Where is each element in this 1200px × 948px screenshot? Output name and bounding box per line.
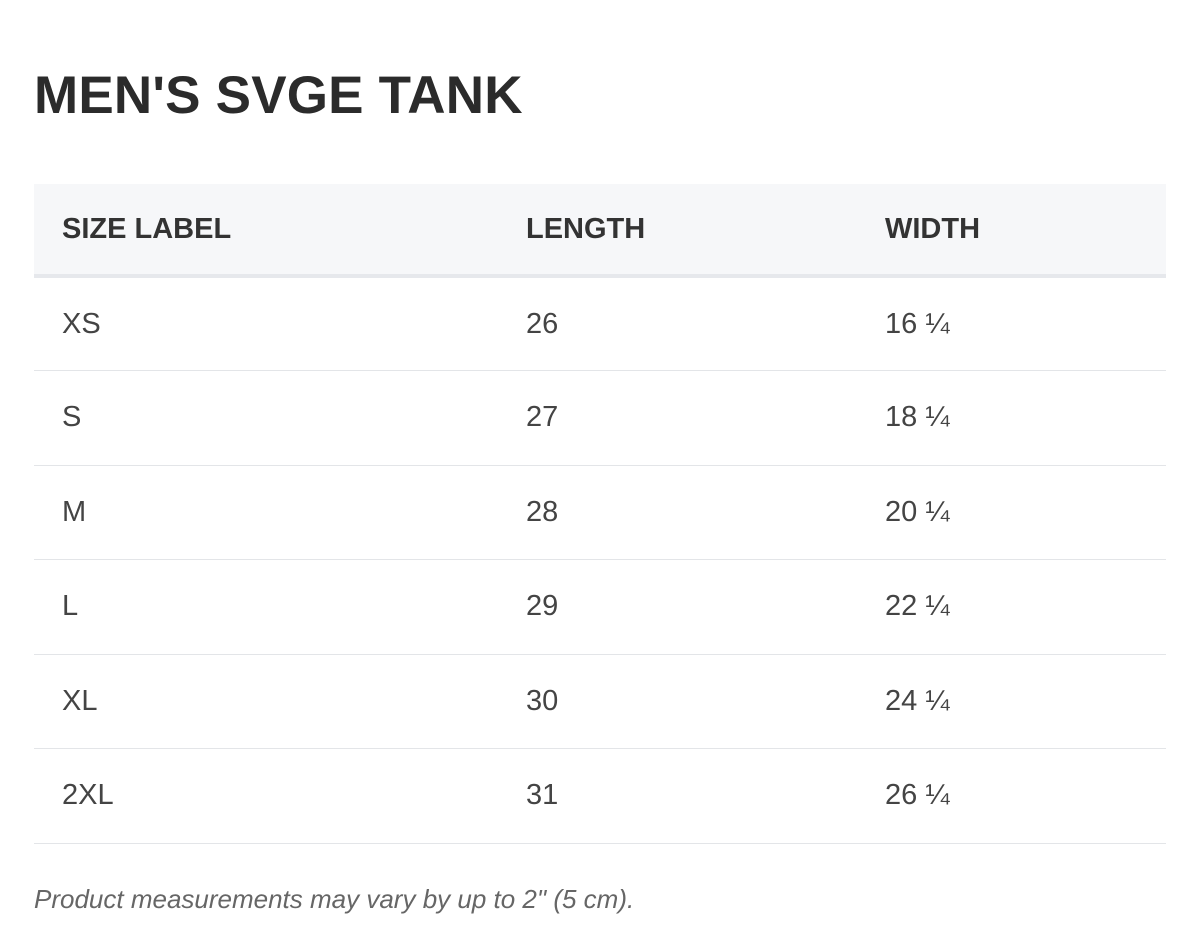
width-cell: 22 ¼ <box>857 559 1166 655</box>
table-row: L 29 22 ¼ <box>34 559 1166 655</box>
column-header-width: WIDTH <box>857 184 1166 278</box>
size-label-cell: M <box>34 465 498 560</box>
size-label-cell: S <box>34 370 498 466</box>
size-label-cell: XS <box>34 276 498 371</box>
width-cell: 20 ¼ <box>857 465 1166 560</box>
table-header: SIZE LABEL LENGTH WIDTH <box>34 184 1166 278</box>
table-row: M 28 20 ¼ <box>34 465 1166 560</box>
length-cell: 28 <box>498 465 857 560</box>
column-header-size-label: SIZE LABEL <box>34 184 498 278</box>
width-cell: 24 ¼ <box>857 654 1166 749</box>
column-header-length: LENGTH <box>498 184 857 278</box>
table-row: 2XL 31 26 ¼ <box>34 748 1166 844</box>
measurement-note: Product measurements may vary by up to 2… <box>34 884 635 914</box>
size-table: SIZE LABEL LENGTH WIDTH XS 26 16 ¼ S 27 … <box>34 184 1166 844</box>
width-cell: 26 ¼ <box>857 748 1166 844</box>
length-cell: 30 <box>498 654 857 749</box>
header-row: SIZE LABEL LENGTH WIDTH <box>34 184 1166 278</box>
length-cell: 27 <box>498 370 857 466</box>
page-title: MEN'S SVGE TANK <box>34 66 523 125</box>
length-cell: 29 <box>498 559 857 655</box>
length-cell: 26 <box>498 276 857 371</box>
length-cell: 31 <box>498 748 857 844</box>
table-row: XS 26 16 ¼ <box>34 276 1166 371</box>
width-cell: 16 ¼ <box>857 276 1166 371</box>
size-label-cell: XL <box>34 654 498 749</box>
width-cell: 18 ¼ <box>857 370 1166 466</box>
size-label-cell: 2XL <box>34 748 498 844</box>
table-row: S 27 18 ¼ <box>34 370 1166 466</box>
table-row: XL 30 24 ¼ <box>34 654 1166 749</box>
table-body: XS 26 16 ¼ S 27 18 ¼ M 28 20 ¼ L 29 22 ¼… <box>34 276 1166 844</box>
size-label-cell: L <box>34 559 498 655</box>
